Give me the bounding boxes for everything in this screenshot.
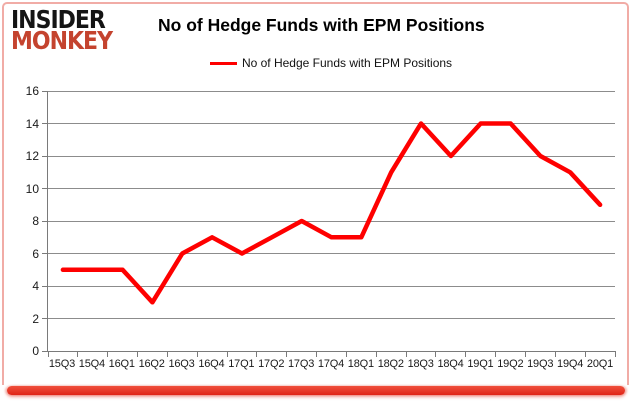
x-axis-label: 18Q1 (347, 358, 374, 370)
x-axis-label: 19Q2 (497, 358, 524, 370)
y-axis-label: 2 (32, 311, 39, 326)
x-axis-label: 15Q4 (78, 358, 105, 370)
y-axis-tick (42, 155, 48, 157)
x-axis-tick (107, 351, 109, 357)
x-axis-label: 15Q3 (48, 358, 75, 370)
insider-monkey-logo: INSIDER MONKEY (11, 6, 113, 56)
x-axis-tick (286, 351, 288, 357)
x-axis-tick (137, 351, 139, 357)
logo-monkey-text: MONKEY (11, 27, 113, 56)
y-axis-label: 4 (32, 279, 39, 293)
x-axis-label: 19Q4 (557, 358, 584, 370)
y-axis-label: 0 (32, 344, 39, 358)
x-axis-label: 18Q3 (407, 358, 434, 370)
x-axis-tick (495, 351, 497, 357)
x-axis-label: 17Q4 (317, 358, 345, 370)
plot-area (42, 90, 616, 357)
series-plot (60, 121, 603, 305)
x-axis-tick (47, 351, 49, 357)
x-axis-label: 17Q3 (288, 358, 315, 370)
gridline (48, 188, 615, 189)
x-axis-tick (345, 351, 347, 357)
x-axis-tick (166, 351, 168, 357)
gridline (48, 220, 615, 222)
y-axis-tick (42, 350, 48, 352)
x-axis-tick (77, 351, 79, 357)
x-axis-tick (405, 351, 407, 357)
x-axis-tick (435, 351, 437, 357)
y-axis-label: 8 (32, 214, 39, 228)
y-axis-tick (42, 123, 48, 124)
x-axis-label: 19Q1 (467, 358, 494, 370)
chart-frame (2, 2, 629, 385)
x-axis-label: 16Q3 (168, 358, 195, 370)
y-axis-tick (42, 318, 48, 319)
y-axis-label: 12 (25, 149, 39, 163)
y-axis-label: 14 (25, 116, 39, 131)
x-axis-tick (256, 351, 258, 357)
x-axis-tick (226, 351, 228, 357)
logo-insider-text: INSIDER (11, 6, 106, 35)
y-axis-label: 6 (32, 246, 39, 261)
x-axis-label: 19Q3 (527, 358, 554, 370)
y-axis-tick (42, 285, 48, 287)
y-axis-label: 10 (25, 181, 39, 196)
x-axis-tick (465, 351, 467, 357)
gridline (48, 318, 615, 319)
x-axis-tick (524, 351, 526, 357)
gridline (48, 90, 615, 92)
x-axis-label: 20Q1 (586, 358, 614, 370)
x-axis-label: 17Q2 (258, 358, 285, 370)
legend: No of Hedge Funds with EPM Positions (47, 55, 615, 71)
x-axis-label: 16Q1 (108, 358, 135, 370)
y-axis-tick (42, 253, 48, 254)
legend-label: No of Hedge Funds with EPM Positions (241, 56, 453, 70)
x-axis-tick (614, 351, 616, 357)
x-axis-tick (196, 351, 198, 357)
gridline (48, 123, 615, 124)
x-axis-labels: 15Q3 15Q4 16Q1 16Q2 16Q3 16Q4 17Q1 17Q2 17Q3 17Q4… (47, 358, 615, 370)
legend-line-swatch-icon (209, 61, 237, 65)
x-axis-label: 18Q4 (437, 358, 464, 370)
gridline (48, 155, 615, 157)
y-axis-labels: 0 2 4 6 8 10 12 14 16 (8, 84, 39, 358)
x-axis-tick (584, 351, 586, 357)
y-axis-label: 16 (25, 84, 39, 98)
x-axis-label: 16Q4 (198, 358, 225, 370)
x-axis-tick (316, 351, 318, 357)
x-axis-label: 17Q1 (228, 358, 255, 370)
x-axis-tick (375, 351, 377, 357)
series-line (60, 121, 603, 305)
x-axis-label: 16Q2 (138, 358, 165, 370)
y-axis-tick (42, 220, 48, 222)
x-axis-label: 18Q2 (377, 358, 404, 370)
x-axis-tick (554, 351, 556, 357)
frame-bottom-bar (7, 386, 625, 395)
y-axis-tick (42, 188, 48, 189)
gridline (48, 285, 615, 287)
y-axis-tick (42, 90, 48, 92)
chart-title: No of Hedge Funds with EPM Positions (158, 15, 485, 35)
gridline (48, 253, 615, 254)
